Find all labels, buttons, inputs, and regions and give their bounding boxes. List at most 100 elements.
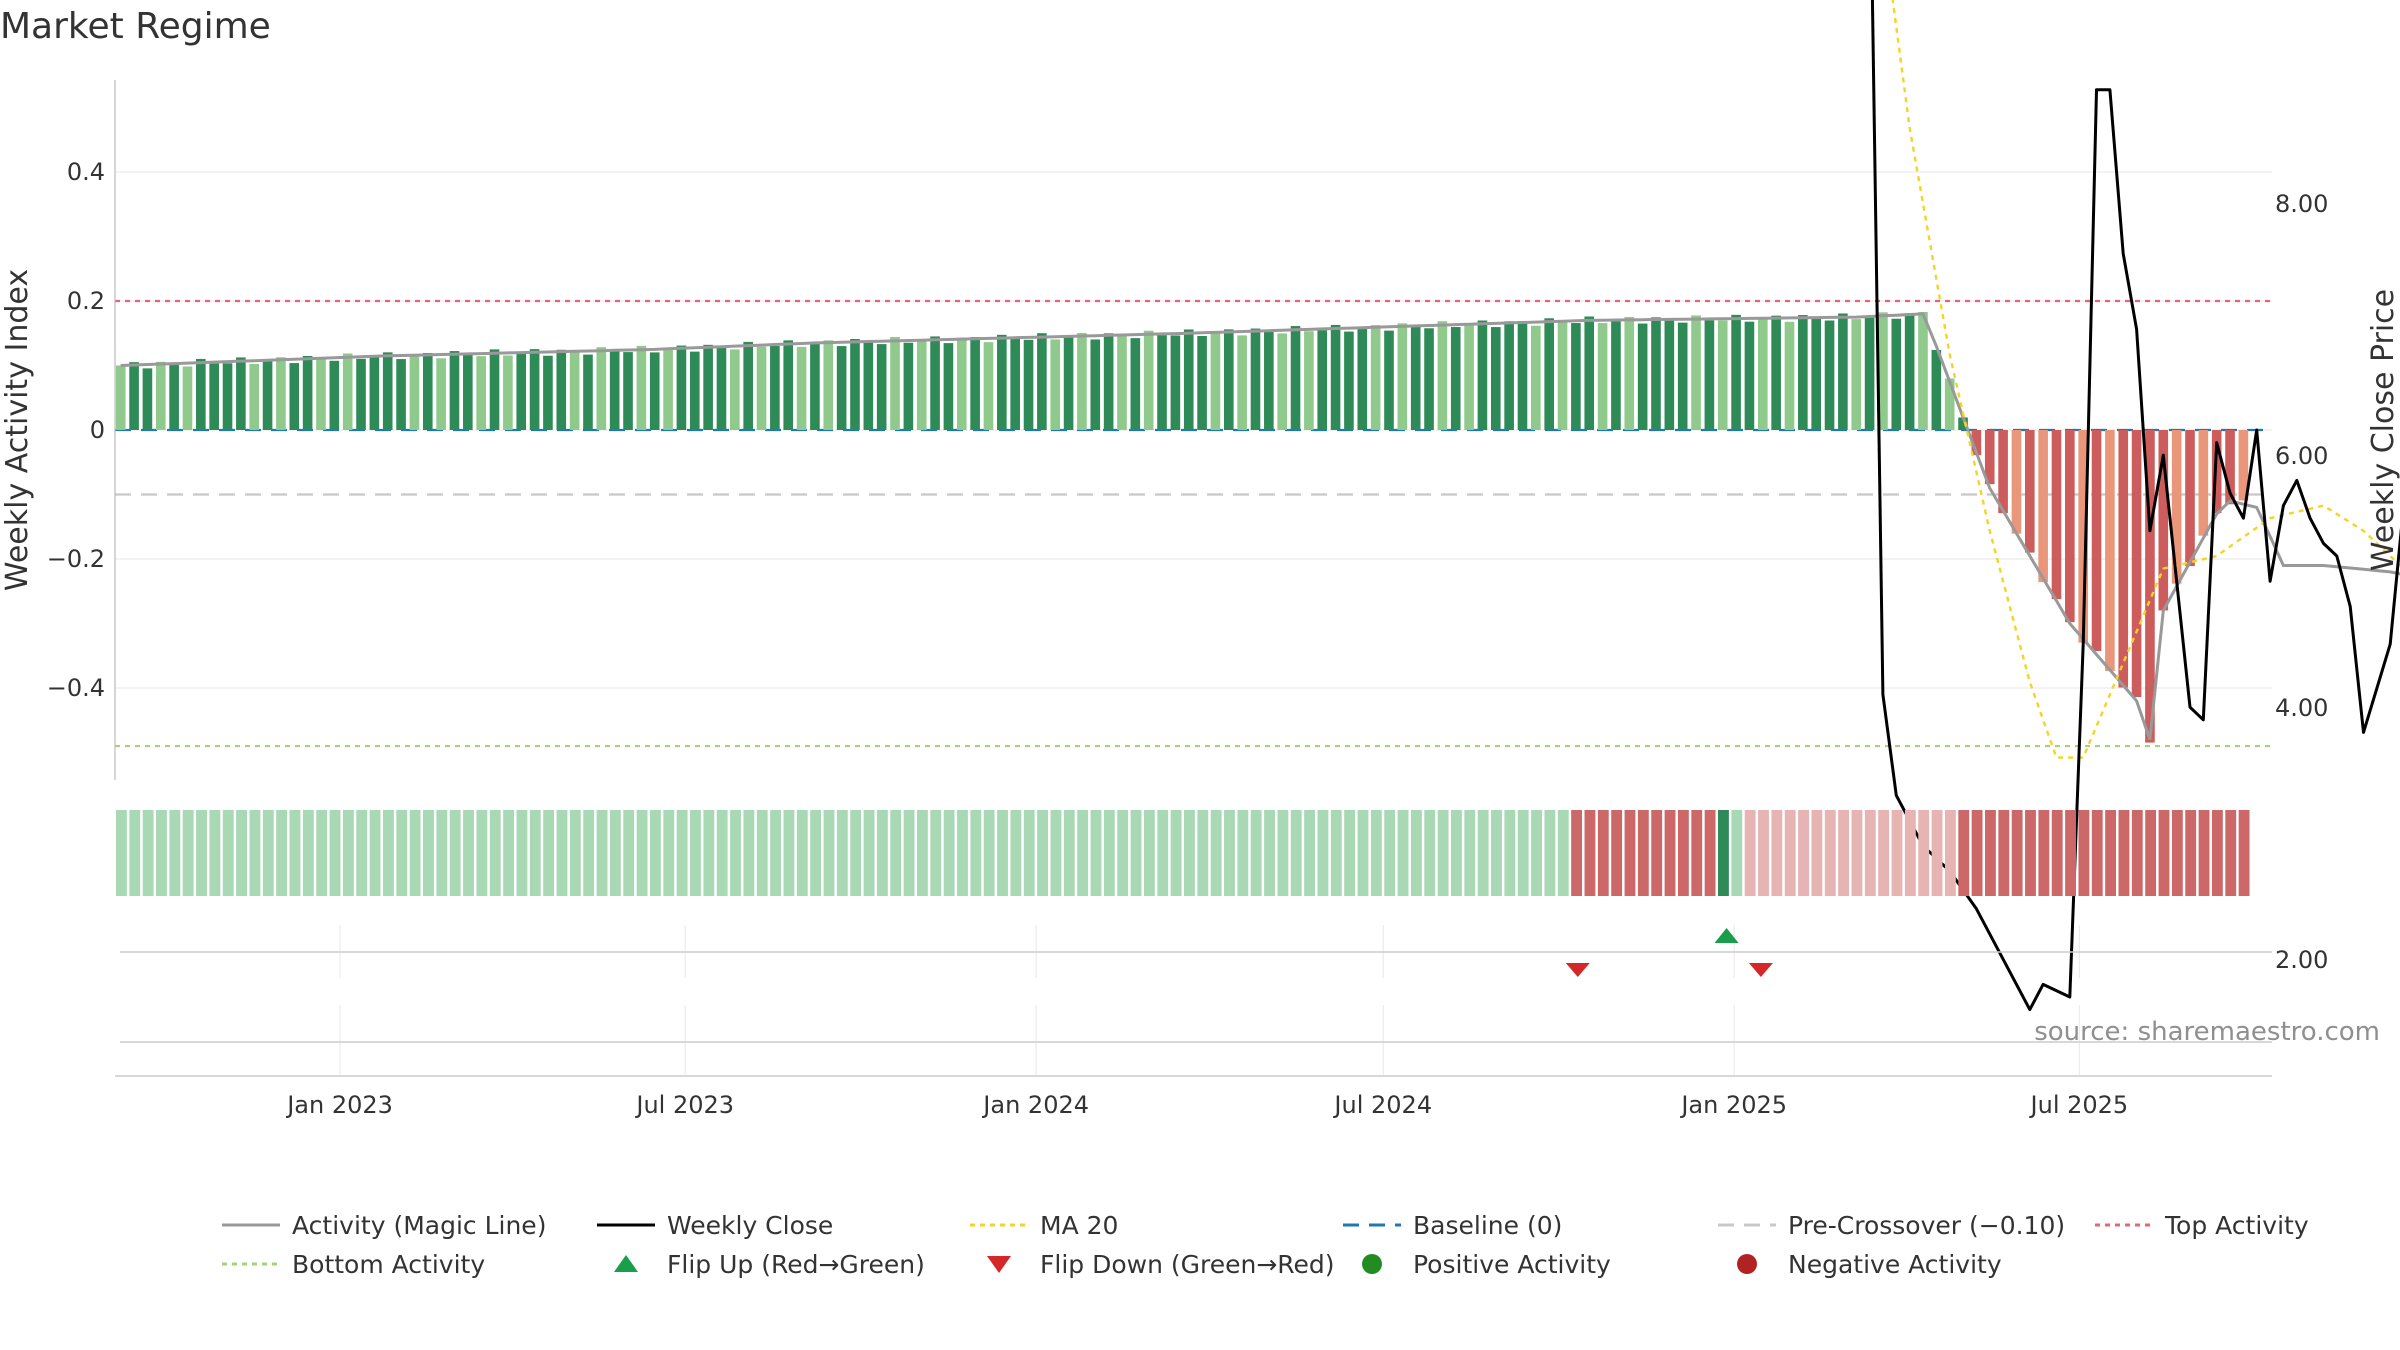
legend-label: Pre-Crossover (−0.10) bbox=[1788, 1211, 2065, 1240]
activity-bar bbox=[2145, 430, 2155, 743]
activity-bar bbox=[1998, 430, 2008, 514]
regime-cell bbox=[943, 810, 955, 896]
activity-bar bbox=[943, 343, 954, 430]
regime-cell bbox=[1370, 810, 1382, 896]
regime-cell bbox=[2211, 810, 2223, 896]
regime-cell bbox=[1637, 810, 1649, 896]
activity-bar bbox=[676, 345, 687, 430]
regime-cell bbox=[1063, 810, 1075, 896]
regime-cell bbox=[1290, 810, 1302, 896]
regime-cell bbox=[623, 810, 635, 896]
ma20-line bbox=[1891, 0, 2400, 759]
activity-bar bbox=[1677, 322, 1688, 430]
activity-bar bbox=[1477, 320, 1488, 430]
regime-cell bbox=[129, 810, 141, 896]
activity-bar bbox=[1757, 317, 1768, 430]
activity-bar bbox=[2118, 430, 2129, 688]
regime-cell bbox=[249, 810, 261, 896]
source-note: source: sharemaestro.com bbox=[2034, 1017, 2380, 1047]
regime-cell bbox=[2238, 810, 2250, 896]
activity-bar bbox=[449, 351, 460, 430]
activity-bar bbox=[1544, 318, 1554, 430]
regime-cell bbox=[1571, 810, 1583, 896]
regime-cell bbox=[1544, 810, 1556, 896]
activity-bar bbox=[1063, 336, 1074, 430]
activity-bar bbox=[1290, 326, 1301, 430]
activity-bar bbox=[422, 352, 433, 430]
regime-cell bbox=[1691, 810, 1703, 896]
activity-bar bbox=[516, 353, 527, 430]
y-right-tick-label: 6.00 bbox=[2275, 442, 2328, 470]
activity-bar bbox=[636, 345, 647, 430]
regime-cell bbox=[142, 810, 154, 896]
activity-bar bbox=[2024, 430, 2035, 553]
activity-bar bbox=[302, 355, 313, 430]
regime-cell bbox=[1451, 810, 1462, 896]
activity-bar bbox=[1811, 317, 1821, 430]
activity-bar bbox=[1971, 430, 1982, 456]
regime-cell bbox=[116, 810, 127, 896]
activity-bar bbox=[1517, 320, 1528, 430]
legend-item: MA 20 bbox=[970, 1211, 1118, 1240]
regime-cell bbox=[2051, 810, 2063, 896]
regime-cell bbox=[1224, 810, 1235, 896]
regime-cell bbox=[156, 810, 167, 896]
activity-bar bbox=[1838, 313, 1848, 430]
legend-label: Bottom Activity bbox=[292, 1250, 485, 1279]
activity-bar bbox=[289, 363, 300, 430]
regime-cell bbox=[222, 810, 234, 896]
activity-bar bbox=[222, 363, 233, 430]
regime-cell bbox=[1677, 810, 1689, 896]
regime-cell bbox=[1103, 810, 1115, 896]
regime-cell bbox=[716, 810, 728, 896]
activity-bar bbox=[997, 334, 1007, 430]
activity-bar bbox=[1010, 338, 1020, 430]
regime-cell bbox=[2105, 810, 2117, 896]
regime-cell bbox=[569, 810, 581, 896]
activity-bar bbox=[1557, 322, 1568, 430]
activity-bar bbox=[663, 348, 673, 430]
activity-bar bbox=[836, 346, 847, 430]
regime-cell bbox=[463, 810, 474, 896]
y-axis-label: Weekly Activity Index bbox=[0, 269, 35, 591]
activity-bar bbox=[916, 341, 927, 430]
regime-cell bbox=[1798, 810, 1809, 896]
regime-cell bbox=[1918, 810, 1930, 896]
activity-bar bbox=[2078, 430, 2088, 643]
legend-label: Baseline (0) bbox=[1413, 1211, 1562, 1240]
y-tick-label: −0.4 bbox=[47, 674, 105, 702]
activity-bars bbox=[115, 311, 2249, 743]
regime-cell bbox=[1971, 810, 1983, 896]
regime-cell bbox=[2158, 810, 2170, 896]
legend-label: Flip Up (Red→Green) bbox=[667, 1250, 925, 1279]
regime-cell bbox=[1477, 810, 1489, 896]
activity-bar bbox=[783, 340, 794, 430]
activity-bar bbox=[1264, 330, 1274, 430]
activity-bar bbox=[1597, 323, 1608, 430]
activity-bar bbox=[196, 358, 206, 430]
y-tick-label: 0.2 bbox=[67, 287, 105, 315]
regime-cell bbox=[1464, 810, 1476, 896]
activity-bar bbox=[436, 358, 446, 430]
regime-cell bbox=[1210, 810, 1222, 896]
activity-bar bbox=[249, 363, 260, 430]
regime-cell bbox=[1624, 810, 1636, 896]
activity-bar bbox=[583, 354, 593, 430]
legend-item: Positive Activity bbox=[1362, 1250, 1611, 1279]
activity-bar bbox=[1624, 316, 1635, 430]
legend-item: Negative Activity bbox=[1737, 1250, 2002, 1279]
activity-bar bbox=[316, 358, 326, 430]
activity-bar bbox=[1210, 331, 1221, 430]
regime-cell bbox=[1197, 810, 1209, 896]
regime-cell bbox=[329, 810, 341, 896]
activity-bar bbox=[2131, 430, 2142, 698]
activity-bar bbox=[1904, 313, 1915, 430]
activity-bar bbox=[1023, 339, 1034, 430]
activity-bar bbox=[2011, 430, 2022, 534]
activity-bar bbox=[1437, 321, 1448, 430]
activity-bar bbox=[262, 359, 273, 430]
activity-bar bbox=[1384, 330, 1394, 430]
regime-cell bbox=[1958, 810, 1970, 896]
activity-bar bbox=[1744, 321, 1755, 430]
regime-cell bbox=[1838, 810, 1850, 896]
